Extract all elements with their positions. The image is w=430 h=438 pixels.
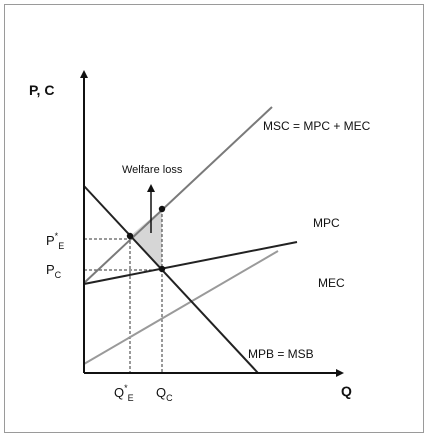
msc-label: MSC = MPC + MEC bbox=[263, 119, 371, 133]
welfare-loss-area bbox=[130, 209, 162, 269]
mec-label: MEC bbox=[318, 276, 345, 290]
msc-line bbox=[83, 106, 273, 284]
mpb-label: MPB = MSB bbox=[248, 347, 314, 361]
mec-line bbox=[83, 250, 279, 365]
q-e-label: Q*E bbox=[114, 383, 134, 403]
x-axis-label: Q bbox=[341, 383, 352, 399]
mpc-label: MPC bbox=[313, 216, 340, 230]
figure-frame bbox=[4, 4, 424, 433]
mpc-line bbox=[83, 241, 298, 285]
market-equilibrium-point bbox=[158, 265, 166, 273]
msc-at-qc-point bbox=[158, 205, 166, 213]
mpb-line bbox=[83, 185, 259, 374]
social-optimum-point bbox=[126, 232, 134, 240]
p-e-label: P*E bbox=[46, 231, 64, 251]
q-c-label: QC bbox=[156, 385, 173, 403]
p-c-label: PC bbox=[46, 262, 62, 280]
welfare-loss-label: Welfare loss bbox=[122, 164, 183, 176]
y-axis-label: P, C bbox=[29, 82, 54, 98]
